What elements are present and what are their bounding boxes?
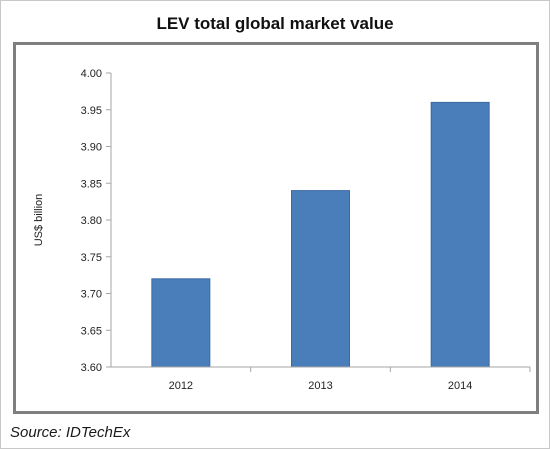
source-note: Source: IDTechEx bbox=[10, 424, 131, 441]
y-tick-label: 3.75 bbox=[81, 252, 102, 264]
x-tick-label: 2013 bbox=[308, 380, 332, 392]
bars bbox=[151, 101, 490, 368]
bar-2013 bbox=[291, 190, 350, 368]
bar-chart: 3.60 3.65 3.70 3.75 3.80 3.85 3.90 3.95 4.00 201… bbox=[33, 68, 531, 392]
y-tick-label: 3.80 bbox=[81, 215, 102, 227]
bar-2014 bbox=[430, 101, 490, 368]
y-axis-ticks: 3.60 3.65 3.70 3.75 3.80 3.85 3.90 3.95 4.00 bbox=[81, 68, 111, 374]
y-tick-label: 3.60 bbox=[81, 362, 102, 374]
bar-2012 bbox=[151, 278, 211, 368]
chart-title: LEV total global market value bbox=[156, 14, 394, 33]
x-tick-label: 2012 bbox=[169, 380, 193, 392]
y-tick-label: 3.90 bbox=[81, 142, 102, 154]
y-tick-label: 3.70 bbox=[81, 289, 102, 301]
x-axis-ticks: 2012 2013 2014 bbox=[169, 367, 531, 392]
y-tick-label: 3.85 bbox=[81, 178, 102, 190]
chart-frame: 3.60 3.65 3.70 3.75 3.80 3.85 3.90 3.95 4.00 201… bbox=[13, 42, 539, 414]
y-tick-label: 4.00 bbox=[81, 68, 102, 80]
y-tick-label: 3.95 bbox=[81, 105, 102, 117]
y-axis-title: US$ billion bbox=[33, 194, 45, 247]
y-tick-label: 3.65 bbox=[81, 325, 102, 337]
x-tick-label: 2014 bbox=[448, 380, 472, 392]
